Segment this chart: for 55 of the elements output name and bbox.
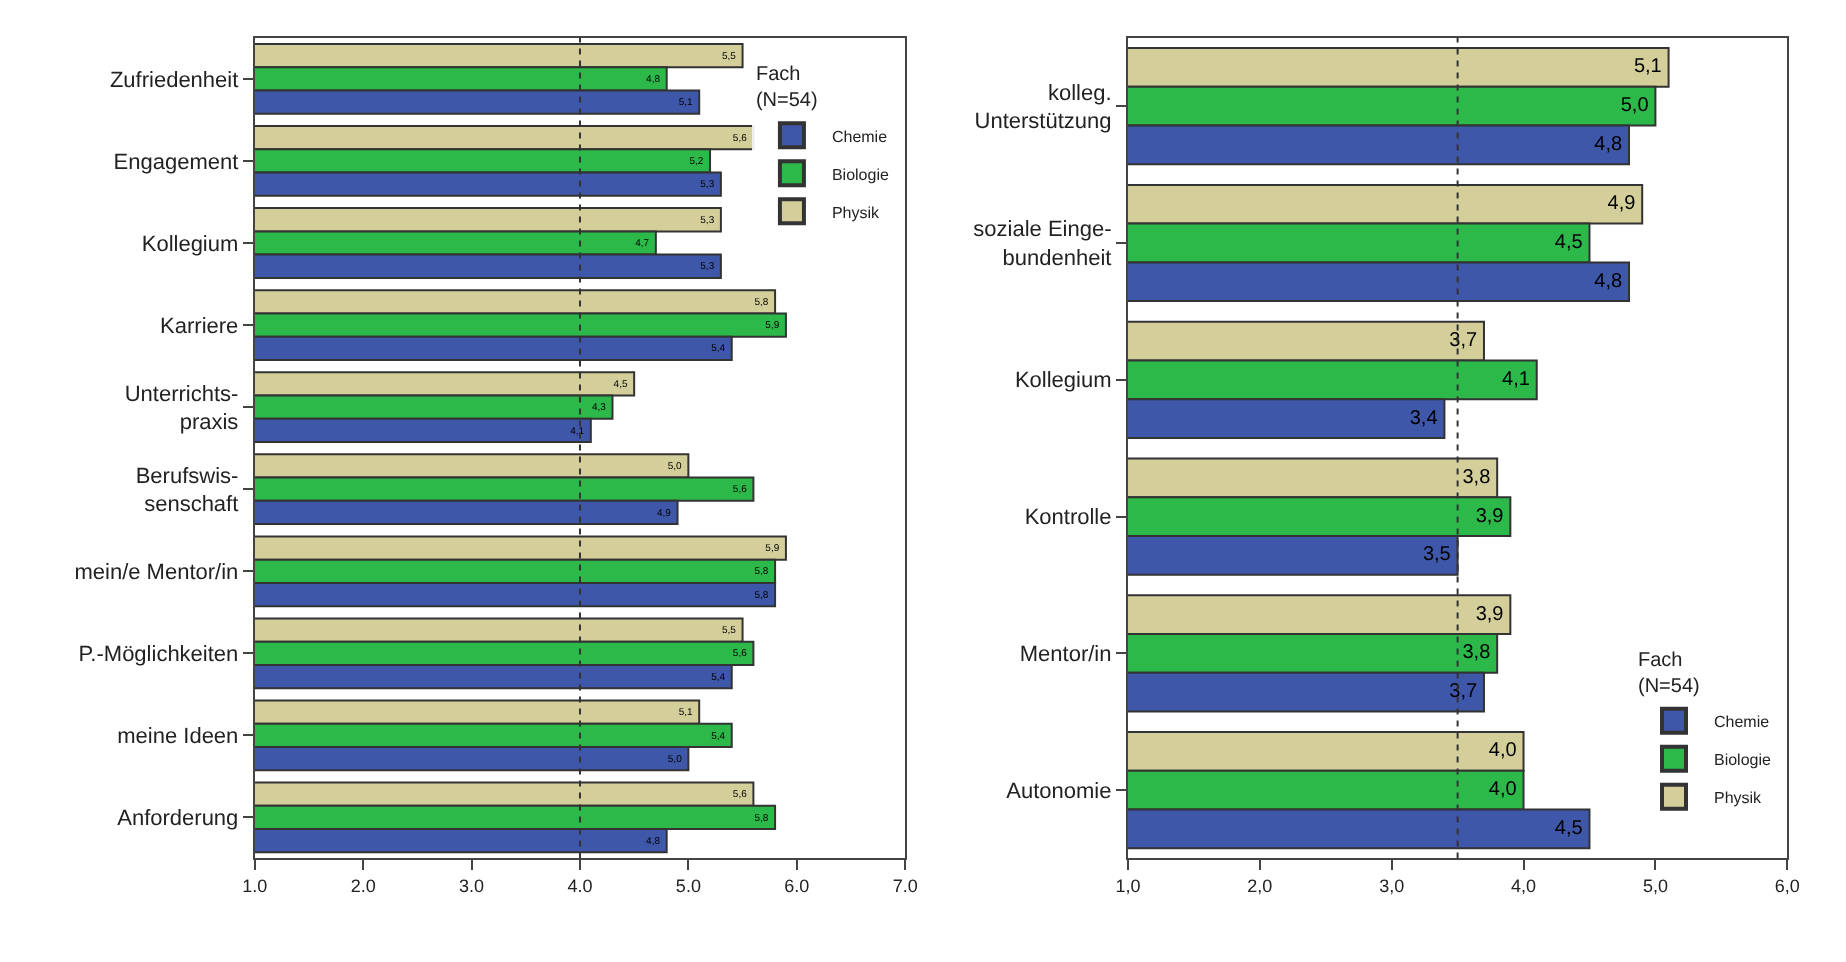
y-tick-label: meine Ideen xyxy=(117,725,239,750)
y-tick-label: kolleg. Unterstützung xyxy=(974,81,1112,135)
x-tick-label: 2,0 xyxy=(1247,876,1273,897)
data-label: 4,8 xyxy=(1594,270,1624,293)
x-tick-label: 4.0 xyxy=(567,876,593,897)
x-tick-label: 4,0 xyxy=(1511,876,1537,897)
legend-label: Physik xyxy=(1713,788,1764,807)
data-label: 3,8 xyxy=(1462,466,1492,489)
legend-label: Biologie xyxy=(831,165,890,184)
data-label: 4,1 xyxy=(1502,368,1531,391)
data-label: 4,0 xyxy=(1488,740,1518,763)
x-tick-label: 3.0 xyxy=(459,876,485,897)
data-label: 3,7 xyxy=(1449,330,1478,353)
y-tick-label: Unterrichts- praxis xyxy=(124,382,240,436)
y-tick-label: P.-Möglichkeiten xyxy=(78,643,239,668)
legend-label: Chemie xyxy=(1713,712,1771,731)
x-tick-label: 6.0 xyxy=(784,876,810,897)
y-tick-label: Autonomie xyxy=(1006,779,1112,804)
data-label: 4,0 xyxy=(1488,779,1518,802)
y-tick-label: Karriere xyxy=(160,314,239,339)
y-tick-label: Anforderung xyxy=(117,807,239,832)
y-tick-label: soziale Einge- bundenheit xyxy=(973,218,1113,271)
legend-label: Biologie xyxy=(1713,750,1772,769)
x-tick-label: 3,0 xyxy=(1379,876,1405,897)
data-label: 3,5 xyxy=(1422,544,1452,567)
data-label: 3,9 xyxy=(1475,505,1505,528)
data-label: 4,9 xyxy=(1607,193,1637,216)
y-tick-label: Engagement xyxy=(113,150,239,175)
y-tick-label: Zufriedenheit xyxy=(109,68,239,93)
data-label: 5,0 xyxy=(1620,95,1650,118)
legend-label: Chemie xyxy=(831,127,889,146)
x-tick-label: 2.0 xyxy=(350,876,376,897)
data-label: 3,7 xyxy=(1449,681,1478,704)
y-tick-label: Mentor/in xyxy=(1019,643,1112,668)
legend-title: Fach (N=54) xyxy=(1637,649,1700,698)
y-tick-label: Berufswis- senschaft xyxy=(135,464,240,518)
x-tick-label: 5,0 xyxy=(1642,876,1668,897)
data-label: 3,9 xyxy=(1475,603,1505,626)
data-label: 3,8 xyxy=(1462,642,1492,665)
y-tick-label: mein/e Mentor/in xyxy=(74,560,239,585)
data-label: 3,4 xyxy=(1409,407,1439,430)
legend-label: Physik xyxy=(831,203,882,222)
y-tick-label: Kontrolle xyxy=(1024,506,1112,531)
data-label: 5,1 xyxy=(1633,56,1663,79)
x-tick-label: 5.0 xyxy=(675,876,701,897)
x-tick-label: 1.0 xyxy=(242,876,268,897)
data-label: 4,5 xyxy=(1554,817,1584,840)
legend-title: Fach (N=54) xyxy=(755,64,818,113)
data-label: 4,5 xyxy=(1554,232,1584,254)
x-tick-label: 6,0 xyxy=(1774,876,1800,897)
data-label: 4,8 xyxy=(1594,133,1624,156)
x-tick-label: 1,0 xyxy=(1115,876,1141,897)
x-tick-label: 7.0 xyxy=(892,876,918,897)
y-tick-label: Kollegium xyxy=(1014,369,1112,394)
y-tick-label: Kollegium xyxy=(141,232,239,257)
